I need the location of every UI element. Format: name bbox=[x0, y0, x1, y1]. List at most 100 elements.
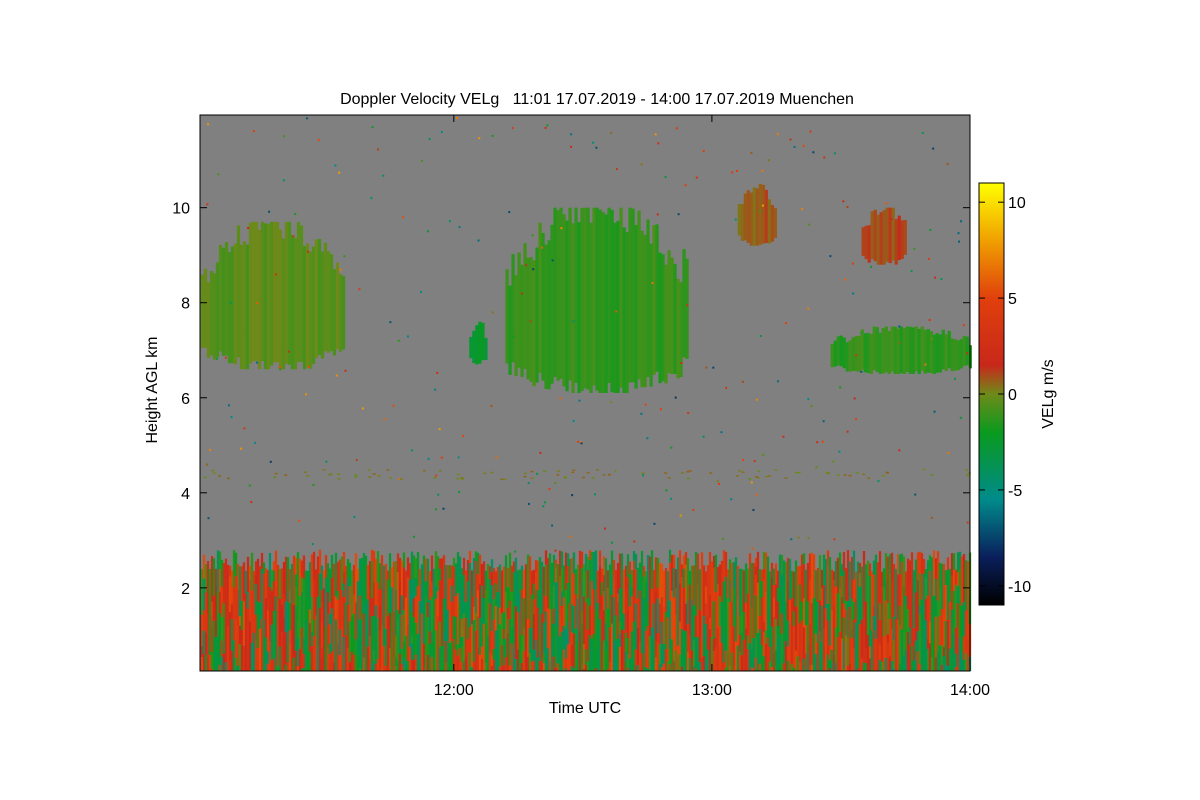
echo-cell bbox=[854, 571, 858, 586]
echo-cell bbox=[648, 635, 652, 671]
echo-cell bbox=[764, 643, 768, 671]
echo-cell bbox=[782, 663, 786, 671]
echo-cell bbox=[532, 569, 536, 584]
y-tick-label: 2 bbox=[181, 581, 190, 598]
speckle-point bbox=[554, 481, 557, 484]
echo-cell bbox=[488, 652, 492, 671]
echo-cell bbox=[924, 569, 928, 578]
speckle-point bbox=[536, 472, 539, 475]
echo-cell bbox=[844, 635, 848, 671]
echo-cell bbox=[222, 653, 226, 671]
echo-cell bbox=[308, 651, 312, 671]
echo-cell bbox=[650, 588, 654, 628]
echo-cell bbox=[730, 652, 734, 671]
echo-cell bbox=[772, 597, 776, 617]
echo-cell bbox=[282, 594, 286, 618]
echo-cell bbox=[398, 581, 402, 615]
echo-cell bbox=[378, 655, 382, 670]
echo-cell bbox=[506, 568, 510, 588]
echo-cell bbox=[506, 607, 510, 620]
echo-cell bbox=[414, 622, 418, 655]
echo-cell bbox=[494, 630, 498, 671]
echo-cell bbox=[548, 553, 552, 579]
echo-cell bbox=[410, 612, 414, 636]
speckle-point bbox=[933, 410, 936, 413]
echo-cell bbox=[914, 640, 918, 657]
echo-cell bbox=[464, 617, 468, 657]
echo-cell bbox=[490, 559, 494, 573]
echo-cell bbox=[886, 569, 890, 603]
echo-cell bbox=[386, 667, 390, 671]
echo-cell bbox=[460, 568, 464, 603]
echo-cell bbox=[312, 551, 316, 562]
echo-cell bbox=[380, 587, 384, 625]
echo-cell bbox=[560, 568, 564, 592]
echo-cell bbox=[922, 559, 926, 574]
echo-cell bbox=[322, 635, 326, 671]
echo-cell bbox=[284, 664, 288, 671]
speckle-point bbox=[542, 505, 545, 508]
echo-cell bbox=[520, 589, 524, 636]
echo-cell bbox=[702, 615, 706, 642]
echo-cell bbox=[300, 627, 304, 669]
echo-cell bbox=[656, 587, 660, 599]
echo-cell bbox=[698, 569, 702, 611]
echo-cell bbox=[526, 601, 530, 620]
echo-cell bbox=[434, 598, 438, 631]
speckle-point bbox=[335, 374, 338, 377]
echo-cell bbox=[260, 221, 265, 362]
echo-cell bbox=[737, 203, 742, 236]
echo-cell bbox=[566, 553, 570, 567]
echo-cell bbox=[364, 633, 368, 671]
echo-cell bbox=[884, 326, 888, 373]
speckle-point bbox=[826, 472, 830, 475]
speckle-point bbox=[720, 431, 723, 434]
echo-cell bbox=[396, 609, 400, 620]
echo-cell bbox=[950, 655, 954, 671]
echo-cell bbox=[232, 550, 236, 588]
echo-cell bbox=[842, 570, 846, 604]
echo-cell bbox=[922, 645, 926, 671]
echo-cell bbox=[626, 554, 630, 577]
echo-cell bbox=[806, 642, 810, 653]
echo-cell bbox=[596, 669, 600, 671]
speckle-point bbox=[680, 472, 684, 474]
echo-cell bbox=[800, 554, 804, 602]
echo-cell bbox=[874, 603, 878, 639]
speckle-point bbox=[563, 476, 567, 478]
echo-cell bbox=[882, 568, 886, 588]
echo-cell bbox=[299, 225, 304, 363]
echo-cell bbox=[442, 652, 446, 671]
echo-region-cirrus-small-c bbox=[861, 207, 907, 265]
echo-cell bbox=[824, 559, 828, 609]
speckle-point bbox=[207, 123, 210, 126]
echo-cell bbox=[642, 597, 646, 616]
echo-cell bbox=[834, 627, 838, 664]
echo-cell bbox=[868, 658, 872, 671]
echo-cell bbox=[574, 594, 578, 629]
echo-cell bbox=[624, 632, 628, 652]
echo-cell bbox=[908, 560, 912, 583]
echo-cell bbox=[442, 632, 446, 653]
echo-cell bbox=[580, 208, 584, 392]
speckle-point bbox=[741, 380, 744, 383]
echo-cell bbox=[324, 627, 328, 671]
echo-cell bbox=[392, 561, 396, 612]
echo-cell bbox=[360, 557, 364, 604]
echo-cell bbox=[376, 636, 380, 659]
echo-cell bbox=[510, 643, 514, 671]
echo-cell bbox=[851, 337, 855, 371]
echo-cell bbox=[268, 552, 272, 588]
speckle-point bbox=[268, 210, 271, 213]
echo-cell bbox=[860, 606, 864, 620]
echo-cell bbox=[492, 659, 496, 671]
echo-cell bbox=[666, 661, 670, 671]
echo-cell bbox=[658, 562, 662, 604]
echo-cell bbox=[342, 551, 346, 572]
y-tick-label: 6 bbox=[181, 391, 190, 408]
echo-cell bbox=[661, 254, 665, 382]
echo-cell bbox=[708, 628, 712, 671]
echo-cell bbox=[402, 567, 406, 611]
echo-cell bbox=[886, 634, 890, 643]
speckle-point bbox=[767, 159, 770, 162]
